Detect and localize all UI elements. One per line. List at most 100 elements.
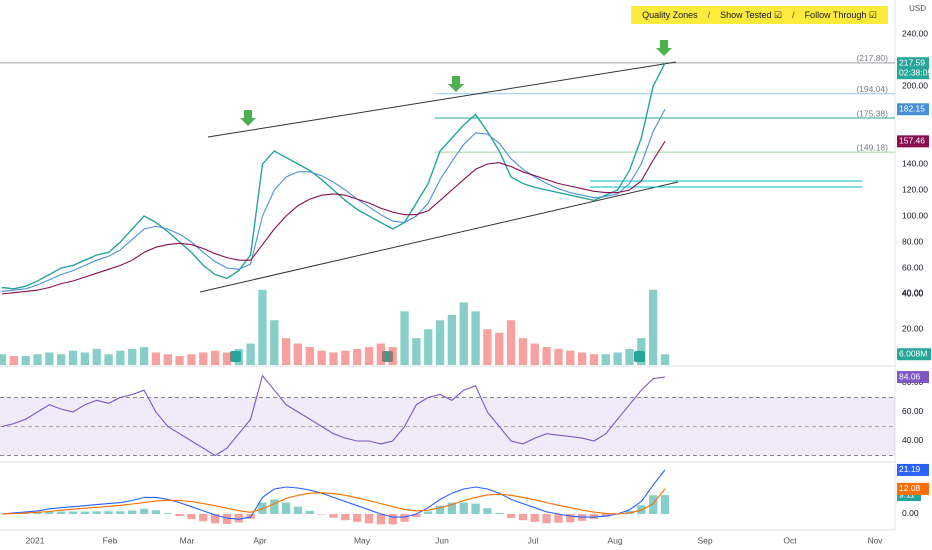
histogram-bar	[68, 511, 78, 514]
x-tick-label: 2021	[26, 535, 45, 545]
x-tick-label: Jul	[528, 535, 539, 545]
histogram-bar	[151, 510, 161, 514]
volume-bar	[388, 347, 397, 365]
histogram-bar	[341, 513, 350, 521]
volume-bar	[139, 347, 149, 365]
volume-bar	[518, 338, 528, 365]
price-level-label: (194.04)	[856, 84, 888, 94]
histogram-bar	[554, 513, 563, 523]
volume-bar	[317, 350, 326, 365]
series-line	[1, 488, 666, 515]
histogram-bar	[270, 499, 279, 514]
toolbar-item[interactable]: Follow Through ☑	[804, 9, 877, 20]
histogram-bar	[210, 513, 220, 524]
volume-bar	[305, 347, 314, 365]
last-value-label: 12.08	[899, 483, 921, 493]
volume-bar	[637, 338, 646, 365]
volume-bar	[199, 352, 208, 365]
histogram-bar	[222, 513, 232, 524]
price-level-label: (217.80)	[856, 53, 888, 63]
volume-bar	[566, 350, 575, 365]
separator: /	[707, 10, 711, 20]
last-value-box	[897, 482, 929, 495]
y-tick-label: 100.00	[902, 210, 928, 220]
x-tick-label: Sep	[697, 535, 712, 545]
histogram-bar	[435, 505, 445, 514]
histogram-bar	[305, 510, 314, 514]
histogram-bar	[660, 495, 670, 514]
volume-bar	[57, 354, 66, 365]
volume-bar	[459, 302, 468, 365]
volume-bar	[68, 350, 78, 365]
volume-bar	[222, 352, 232, 365]
histogram-bar	[364, 513, 374, 524]
x-tick-label: Apr	[253, 535, 266, 545]
x-tick-label: Mar	[180, 535, 195, 545]
volume-bar	[483, 329, 492, 365]
y-tick-label: 200.00	[902, 80, 928, 90]
histogram-bar	[459, 502, 468, 514]
histogram-bar	[293, 506, 303, 514]
volume-bar	[424, 329, 433, 365]
series-line	[1, 62, 666, 290]
volume-bar	[293, 343, 303, 365]
y-tick-label: 140.00	[902, 158, 928, 168]
histogram-bar	[281, 502, 291, 514]
volume-bar	[364, 347, 374, 365]
currency: USD	[909, 4, 926, 13]
histogram-bar	[329, 513, 338, 518]
volume-bar	[151, 352, 161, 365]
histogram-bar	[139, 508, 149, 514]
histogram-bar	[116, 511, 125, 514]
volume-bar	[45, 352, 54, 365]
last-value-label: 84.06	[899, 371, 921, 381]
volume-bar	[281, 338, 291, 365]
histogram-bar	[353, 513, 362, 522]
histogram-bar	[104, 511, 113, 514]
x-tick-label: Aug	[607, 535, 622, 545]
histogram-bar	[424, 511, 433, 514]
histogram-bar	[483, 508, 492, 514]
histogram-bar	[506, 513, 516, 519]
volume-bar	[175, 356, 184, 365]
y-tick-label: 80.00	[902, 236, 924, 246]
histogram-bar	[601, 513, 610, 517]
volume-bar	[435, 320, 445, 365]
volume-bar	[246, 343, 255, 365]
volume-bar	[649, 289, 658, 365]
y-tick-label: 240.00	[902, 28, 928, 38]
y-tick-label: 40.00	[902, 288, 924, 298]
y-tick-label: 40.00	[902, 288, 924, 298]
volume-bar	[163, 354, 172, 365]
y-tick-label: 40.00	[902, 435, 924, 445]
toolbar-item[interactable]: Show Tested ☑	[720, 9, 783, 20]
histogram-bar	[388, 513, 397, 525]
histogram-bar	[542, 513, 551, 524]
last-value-box	[897, 348, 931, 361]
toolbar: Quality Zones / Show Tested ☑ / Follow Thr…	[631, 6, 888, 24]
price-level-label: (175.38)	[856, 108, 888, 118]
last-value-label: 182.15	[899, 104, 925, 114]
y-tick-label: 0.00	[902, 508, 919, 518]
volume-bar	[589, 354, 599, 365]
toolbar-item[interactable]: Quality Zones	[642, 10, 698, 20]
arrow-icon	[656, 40, 672, 56]
last-value-label: 21.19	[899, 464, 921, 474]
volume-bar	[400, 311, 409, 365]
volume-bar	[92, 348, 101, 365]
histogram-bar	[566, 513, 575, 523]
histogram-bar	[376, 513, 386, 525]
arrows	[240, 40, 672, 126]
histogram-bar	[187, 513, 196, 520]
last-value-box	[897, 135, 929, 148]
volume-bar	[471, 311, 480, 365]
volume-bar	[554, 348, 563, 365]
histogram-bar	[175, 513, 184, 517]
series-line	[1, 109, 666, 292]
volume-bar	[601, 354, 610, 365]
histogram-bar	[57, 511, 66, 514]
price-level-label: (149.18)	[856, 142, 888, 152]
volume-bar	[530, 343, 539, 365]
volume-bar	[9, 356, 18, 365]
